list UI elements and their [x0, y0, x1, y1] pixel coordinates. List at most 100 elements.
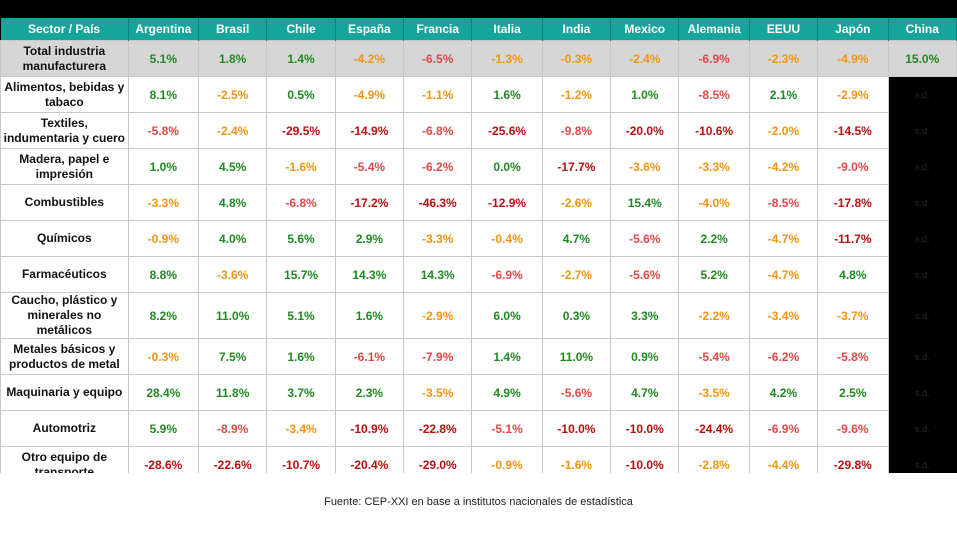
- value-cell: 4.7%: [610, 374, 680, 411]
- value-cell: 5.1%: [127, 40, 200, 77]
- no-data-cell: s.d.: [887, 292, 957, 339]
- value-cell: -5.6%: [541, 374, 612, 411]
- value-cell: 1.6%: [266, 338, 336, 375]
- value-cell: -10.6%: [678, 112, 750, 149]
- value-cell: 4.9%: [471, 374, 543, 411]
- value-cell: 11.8%: [198, 374, 268, 411]
- header-country: Chile: [266, 18, 336, 41]
- table-row: Alimentos, bebidas y tabaco 8.1% -2.5% 0.5%…: [0, 76, 957, 113]
- value-cell: -0.4%: [471, 220, 543, 257]
- value-cell: 0.5%: [266, 76, 336, 113]
- value-cell: 8.8%: [127, 256, 200, 293]
- sector-label: Maquinaria y equipo: [0, 374, 129, 411]
- sector-label: Caucho, plástico y minerales no metálico…: [0, 292, 129, 339]
- value-cell: 4.7%: [541, 220, 612, 257]
- value-cell: -2.4%: [198, 112, 268, 149]
- value-cell: 4.8%: [198, 184, 268, 221]
- value-cell: -11.7%: [817, 220, 889, 257]
- header-country: EEUU: [749, 18, 819, 41]
- footer: Fuente: CEP-XXI en base a institutos nac…: [0, 473, 957, 534]
- no-data-cell: s.d.: [887, 220, 957, 257]
- value-cell: -3.4%: [748, 292, 819, 339]
- header-country: Italia: [471, 18, 543, 41]
- value-cell: -6.8%: [266, 184, 336, 221]
- value-cell: -6.9%: [748, 410, 819, 447]
- value-cell: -29.5%: [266, 112, 336, 149]
- value-cell: 1.8%: [198, 40, 268, 77]
- value-cell: -10.0%: [541, 410, 612, 447]
- value-cell: 2.9%: [334, 220, 405, 257]
- header-country: China: [888, 18, 957, 41]
- no-data-cell: s.d.: [887, 148, 957, 185]
- value-cell: 1.6%: [471, 76, 543, 113]
- value-cell: -9.0%: [817, 148, 889, 185]
- no-data-cell: s.d.: [887, 76, 957, 113]
- value-cell: -10.9%: [334, 410, 405, 447]
- header-country: Alemania: [678, 18, 750, 41]
- value-cell: -2.6%: [541, 184, 612, 221]
- value-cell: -6.9%: [471, 256, 543, 293]
- value-cell: -3.5%: [403, 374, 473, 411]
- value-cell: 8.2%: [127, 292, 200, 339]
- table-row: Automotriz 5.9% -8.9% -3.4% -10.9% -22.8% -5.1…: [0, 410, 957, 447]
- value-cell: 4.8%: [817, 256, 889, 293]
- value-cell: -4.7%: [748, 220, 819, 257]
- header-sector: Sector / País: [0, 18, 129, 41]
- value-cell: 0.0%: [471, 148, 543, 185]
- value-cell: -5.4%: [334, 148, 405, 185]
- value-cell: -3.3%: [403, 220, 473, 257]
- value-cell: 5.9%: [127, 410, 200, 447]
- value-cell: -5.4%: [678, 338, 750, 375]
- value-cell: -5.8%: [817, 338, 889, 375]
- value-cell: 1.4%: [471, 338, 543, 375]
- value-cell: 15.7%: [266, 256, 336, 293]
- faint-title: [140, 2, 840, 16]
- value-cell: -1.1%: [403, 76, 473, 113]
- value-cell: -6.8%: [403, 112, 473, 149]
- table-row: Químicos -0.9% 4.0% 5.6% 2.9% -3.3% -0.4% 4.7% -…: [0, 220, 957, 257]
- value-cell: 4.5%: [198, 148, 268, 185]
- value-cell: -6.5%: [403, 40, 473, 77]
- value-cell: 4.2%: [748, 374, 819, 411]
- value-cell: -6.9%: [678, 40, 750, 77]
- sector-label: Total industria manufacturera: [0, 40, 129, 77]
- value-cell: -25.6%: [471, 112, 543, 149]
- value-cell: -0.3%: [541, 40, 612, 77]
- sector-label: Textiles, indumentaria y cuero: [0, 112, 129, 149]
- value-cell: -2.9%: [403, 292, 473, 339]
- table-row: Combustibles -3.3% 4.8% -6.8% -17.2% -46.3% -1…: [0, 184, 957, 221]
- value-cell: -6.2%: [748, 338, 819, 375]
- no-data-cell: s.d.: [887, 112, 957, 149]
- value-cell: -3.5%: [678, 374, 750, 411]
- value-cell: -6.2%: [403, 148, 473, 185]
- value-cell: -8.5%: [748, 184, 819, 221]
- value-cell: -3.3%: [678, 148, 750, 185]
- header-country: Mexico: [610, 18, 680, 41]
- value-cell: 1.4%: [266, 40, 336, 77]
- value-cell: -6.1%: [334, 338, 405, 375]
- value-cell: -3.6%: [198, 256, 268, 293]
- value-cell: -0.9%: [127, 220, 200, 257]
- value-cell: 2.5%: [817, 374, 889, 411]
- value-cell: 6.0%: [471, 292, 543, 339]
- value-cell: 4.0%: [198, 220, 268, 257]
- value-cell: -9.6%: [817, 410, 889, 447]
- header-country: Brasil: [198, 18, 268, 41]
- value-cell: 11.0%: [541, 338, 612, 375]
- value-cell: -10.0%: [610, 410, 680, 447]
- value-cell: 3.7%: [266, 374, 336, 411]
- value-cell: -5.8%: [127, 112, 200, 149]
- value-cell: 11.0%: [198, 292, 268, 339]
- value-cell: -4.2%: [334, 40, 405, 77]
- header-country: Argentina: [128, 18, 200, 41]
- header-country: India: [542, 18, 612, 41]
- header-country: España: [335, 18, 405, 41]
- value-cell: 1.0%: [127, 148, 200, 185]
- data-table: Sector / País Argentina Brasil Chile España F…: [0, 18, 957, 483]
- value-cell: -7.9%: [403, 338, 473, 375]
- sector-label: Automotriz: [0, 410, 129, 447]
- value-cell: -24.4%: [678, 410, 750, 447]
- value-cell: -17.7%: [541, 148, 612, 185]
- value-cell: -2.0%: [748, 112, 819, 149]
- value-cell: -2.3%: [748, 40, 819, 77]
